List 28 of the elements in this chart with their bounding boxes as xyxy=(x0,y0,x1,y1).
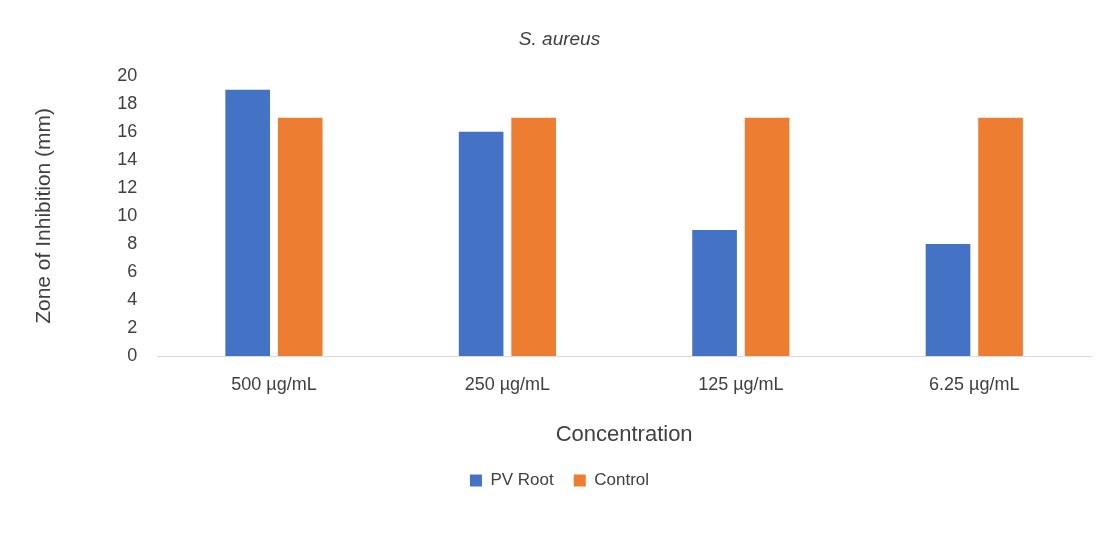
y-tick-label: 4 xyxy=(127,288,138,309)
y-tick-label: 8 xyxy=(127,232,138,253)
legend-label: Control xyxy=(594,470,650,490)
bar xyxy=(511,117,556,356)
y-axis-title: Zone of Inhibition (mm) xyxy=(31,107,55,324)
bar xyxy=(277,117,323,356)
x-tick-label: 6.25 µg/mL xyxy=(929,373,1020,394)
y-tick-label: 10 xyxy=(117,204,138,225)
bar xyxy=(978,117,1023,356)
y-tick-label: 16 xyxy=(117,120,138,141)
x-tick-label: 500 µg/mL xyxy=(231,373,317,394)
bar xyxy=(458,131,504,356)
bar xyxy=(692,229,737,356)
y-tick-label: 14 xyxy=(117,148,138,169)
x-tick-label: 250 µg/mL xyxy=(464,373,551,394)
y-tick-label: 6 xyxy=(127,260,138,281)
chart-title: S. aureus xyxy=(518,27,601,49)
x-tick-label: 125 µg/mL xyxy=(698,373,784,394)
legend-label: PV Root xyxy=(490,470,555,490)
bar xyxy=(925,243,971,356)
bar xyxy=(744,117,790,356)
bar xyxy=(225,89,270,356)
y-tick-label: 20 xyxy=(117,64,138,85)
x-axis-title: Concentration xyxy=(555,420,693,446)
y-tick-label: 18 xyxy=(117,92,138,113)
y-tick-label: 2 xyxy=(127,316,138,337)
y-tick-label: 12 xyxy=(117,176,138,197)
y-tick-label: 0 xyxy=(127,344,138,365)
